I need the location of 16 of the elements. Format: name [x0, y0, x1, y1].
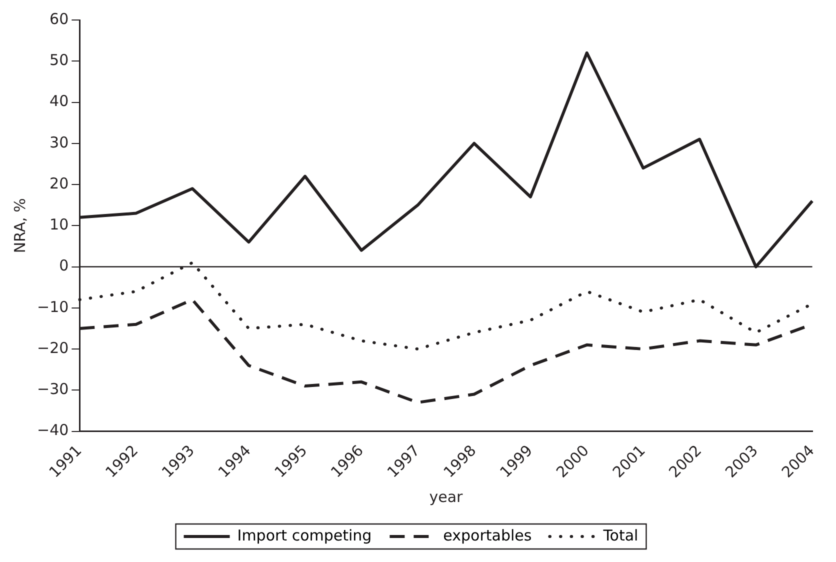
y-axis-title: NRA, % — [10, 198, 29, 254]
y-tick-label: 40 — [50, 92, 69, 110]
legend-label: Import competing — [237, 526, 372, 544]
y-tick-label: 10 — [50, 216, 69, 234]
y-tick-label: 30 — [50, 133, 69, 152]
y-tick-label: 50 — [50, 51, 69, 70]
x-axis-title: year — [429, 488, 464, 506]
y-tick-label: −20 — [37, 338, 69, 357]
y-tick-label: −30 — [37, 380, 69, 398]
y-tick-label: 60 — [50, 10, 69, 28]
y-tick-label: 0 — [59, 256, 69, 275]
legend-label: Total — [602, 526, 638, 544]
y-tick-label: −10 — [37, 298, 69, 316]
y-tick-label: −40 — [37, 421, 69, 440]
legend-label: exportables — [443, 526, 532, 544]
y-tick-label: 20 — [50, 174, 69, 192]
